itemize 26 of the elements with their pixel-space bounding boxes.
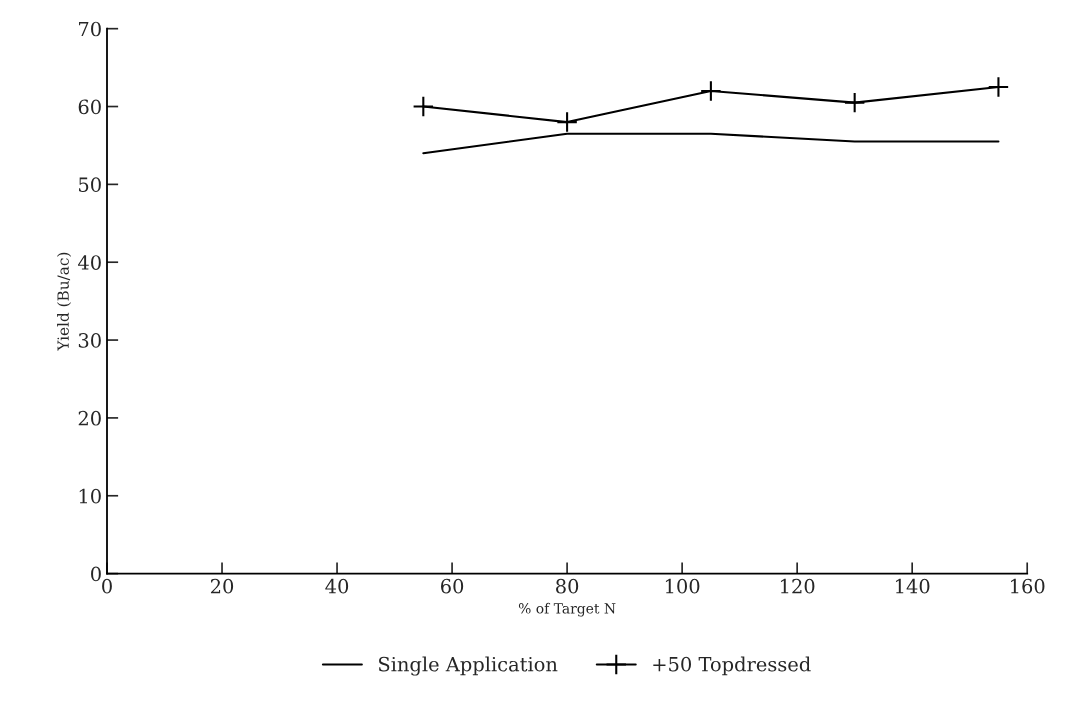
x-tick-label: 60 — [441, 578, 464, 594]
x-tick-label: 20 — [210, 578, 234, 594]
legend-label: Single Application — [379, 656, 558, 676]
x-tick-label: 0 — [102, 578, 112, 594]
y-axis-title: Yield (Bu/ac) — [57, 252, 72, 351]
x-tick-label: 120 — [780, 578, 815, 594]
legend-label: +50 Topdressed — [653, 656, 811, 676]
point — [987, 76, 1010, 98]
y-tick-label: 60 — [78, 99, 101, 115]
x-tick-label: 140 — [895, 578, 930, 594]
y-tick-label: 10 — [79, 488, 101, 504]
point — [843, 91, 866, 114]
y-tick-label: 20 — [78, 410, 101, 426]
y-tick-label: 70 — [79, 21, 101, 37]
y-tick-label: 50 — [79, 177, 101, 193]
y-tick-label: 40 — [77, 255, 101, 270]
x-tick-label: 100 — [665, 578, 700, 594]
point — [700, 80, 722, 102]
y-tick-label: 0 — [91, 566, 101, 582]
x-tick-label: 80 — [556, 578, 579, 594]
x-axis-title: % of Target N — [518, 602, 616, 617]
point — [412, 95, 435, 118]
x-tick-label: 40 — [325, 578, 349, 594]
y-tick-label: 30 — [78, 333, 101, 348]
x-tick-label: 160 — [1011, 578, 1045, 594]
point — [556, 111, 578, 133]
